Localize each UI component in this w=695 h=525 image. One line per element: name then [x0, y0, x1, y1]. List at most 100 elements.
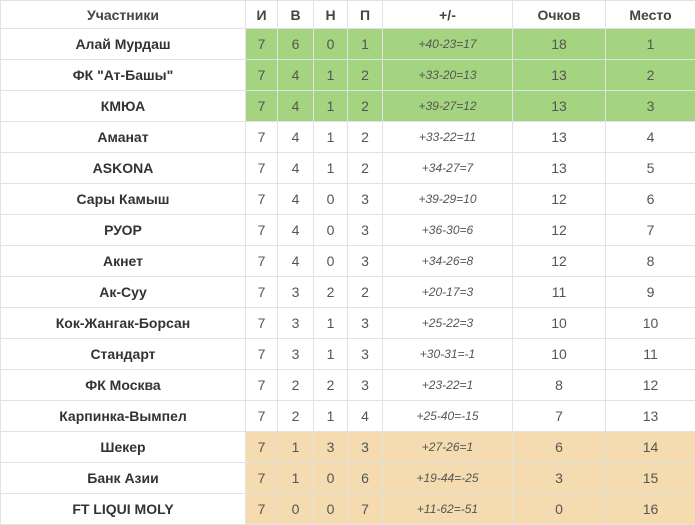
goal-diff-cell: +11-62=-51: [383, 494, 513, 525]
position-cell: 5: [606, 153, 695, 184]
lost-cell: 1: [348, 29, 383, 60]
team-name-cell: Банк Азии: [1, 463, 246, 494]
team-name-cell: Алай Мурдаш: [1, 29, 246, 60]
header-goal-diff: +/-: [383, 1, 513, 29]
points-cell: 12: [513, 184, 606, 215]
position-cell: 7: [606, 215, 695, 246]
points-cell: 13: [513, 153, 606, 184]
won-cell: 4: [278, 60, 314, 91]
drawn-cell: 0: [314, 463, 348, 494]
drawn-cell: 1: [314, 91, 348, 122]
won-cell: 6: [278, 29, 314, 60]
team-name-cell: ФК Москва: [1, 370, 246, 401]
points-cell: 0: [513, 494, 606, 525]
played-cell: 7: [246, 277, 278, 308]
won-cell: 4: [278, 246, 314, 277]
points-cell: 11: [513, 277, 606, 308]
won-cell: 3: [278, 277, 314, 308]
lost-cell: 3: [348, 308, 383, 339]
header-won: В: [278, 1, 314, 29]
drawn-cell: 0: [314, 184, 348, 215]
won-cell: 0: [278, 494, 314, 525]
drawn-cell: 1: [314, 401, 348, 432]
goal-diff-cell: +39-27=12: [383, 91, 513, 122]
played-cell: 7: [246, 246, 278, 277]
drawn-cell: 2: [314, 370, 348, 401]
team-name-cell: Аманат: [1, 122, 246, 153]
team-name-cell: Акнет: [1, 246, 246, 277]
lost-cell: 3: [348, 339, 383, 370]
header-points: Очков: [513, 1, 606, 29]
header-row: Участники И В Н П +/- Очков Место: [1, 1, 695, 29]
position-cell: 6: [606, 184, 695, 215]
played-cell: 7: [246, 463, 278, 494]
goal-diff-cell: +34-27=7: [383, 153, 513, 184]
header-lost: П: [348, 1, 383, 29]
lost-cell: 6: [348, 463, 383, 494]
goal-diff-cell: +23-22=1: [383, 370, 513, 401]
goal-diff-cell: +30-31=-1: [383, 339, 513, 370]
played-cell: 7: [246, 91, 278, 122]
goal-diff-cell: +39-29=10: [383, 184, 513, 215]
team-name-cell: Ак-Суу: [1, 277, 246, 308]
won-cell: 4: [278, 184, 314, 215]
points-cell: 7: [513, 401, 606, 432]
goal-diff-cell: +19-44=-25: [383, 463, 513, 494]
drawn-cell: 0: [314, 494, 348, 525]
position-cell: 15: [606, 463, 695, 494]
points-cell: 12: [513, 246, 606, 277]
played-cell: 7: [246, 432, 278, 463]
team-name-cell: Сары Камыш: [1, 184, 246, 215]
position-cell: 4: [606, 122, 695, 153]
team-name-cell: Шекер: [1, 432, 246, 463]
lost-cell: 2: [348, 91, 383, 122]
position-cell: 1: [606, 29, 695, 60]
team-name-cell: Карпинка-Вымпел: [1, 401, 246, 432]
position-cell: 11: [606, 339, 695, 370]
team-name-cell: FT LIQUI MOLY: [1, 494, 246, 525]
drawn-cell: 1: [314, 153, 348, 184]
won-cell: 4: [278, 122, 314, 153]
lost-cell: 2: [348, 60, 383, 91]
lost-cell: 2: [348, 153, 383, 184]
played-cell: 7: [246, 339, 278, 370]
goal-diff-cell: +34-26=8: [383, 246, 513, 277]
played-cell: 7: [246, 401, 278, 432]
drawn-cell: 0: [314, 215, 348, 246]
points-cell: 12: [513, 215, 606, 246]
drawn-cell: 3: [314, 432, 348, 463]
drawn-cell: 0: [314, 29, 348, 60]
goal-diff-cell: +25-22=3: [383, 308, 513, 339]
points-cell: 13: [513, 60, 606, 91]
points-cell: 3: [513, 463, 606, 494]
lost-cell: 2: [348, 122, 383, 153]
played-cell: 7: [246, 370, 278, 401]
goal-diff-cell: +33-22=11: [383, 122, 513, 153]
drawn-cell: 1: [314, 339, 348, 370]
position-cell: 2: [606, 60, 695, 91]
lost-cell: 3: [348, 370, 383, 401]
goal-diff-cell: +20-17=3: [383, 277, 513, 308]
lost-cell: 3: [348, 215, 383, 246]
position-cell: 10: [606, 308, 695, 339]
drawn-cell: 0: [314, 246, 348, 277]
goal-diff-cell: +27-26=1: [383, 432, 513, 463]
header-played: И: [246, 1, 278, 29]
team-name-cell: ASKONA: [1, 153, 246, 184]
position-cell: 13: [606, 401, 695, 432]
won-cell: 1: [278, 432, 314, 463]
played-cell: 7: [246, 494, 278, 525]
lost-cell: 7: [348, 494, 383, 525]
